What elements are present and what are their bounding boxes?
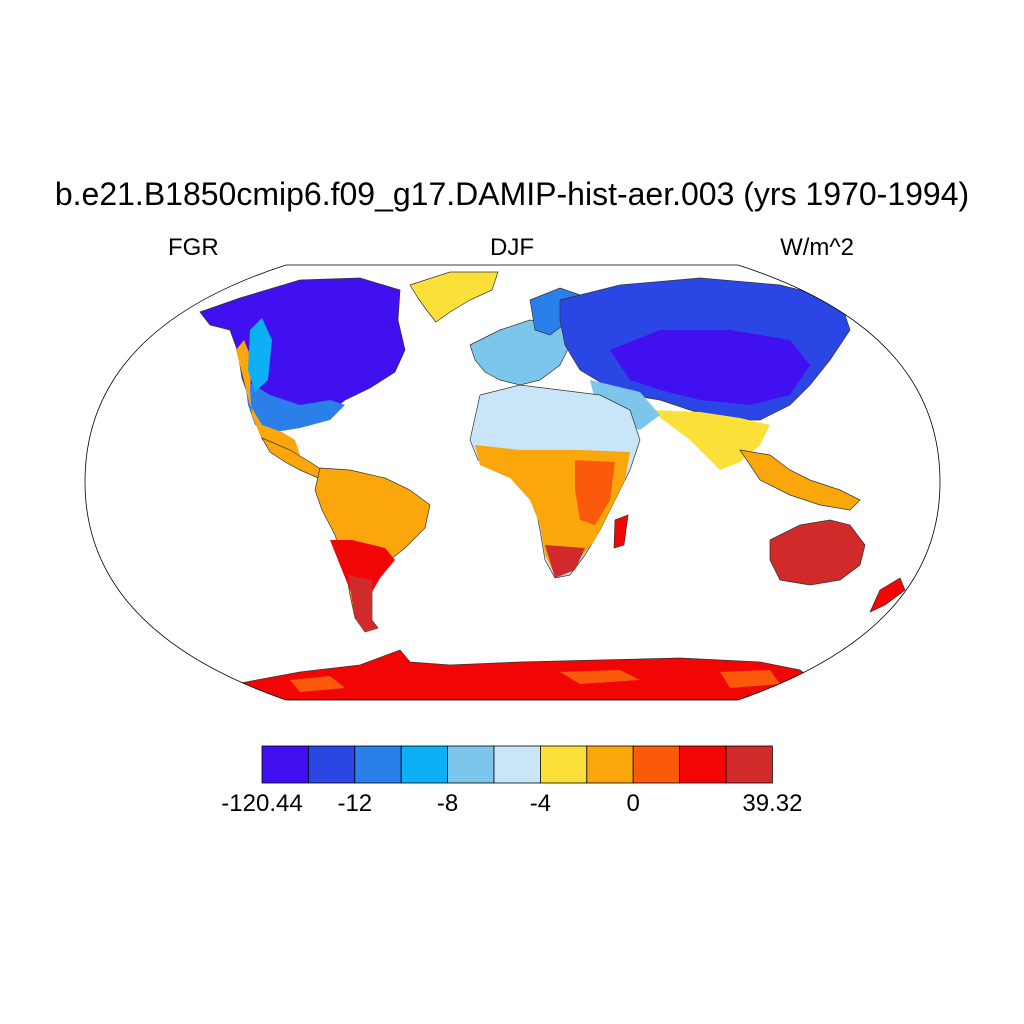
colorbar-swatch bbox=[493, 745, 541, 784]
map-border bbox=[84, 264, 941, 701]
south-america-red bbox=[330, 540, 395, 600]
southeast-asia bbox=[739, 449, 861, 511]
colorbar-swatch bbox=[447, 745, 495, 784]
greenland-region bbox=[409, 271, 499, 323]
season-label: DJF bbox=[490, 234, 534, 261]
colorbar-swatch bbox=[679, 745, 727, 784]
africa-east-red bbox=[575, 460, 615, 525]
colorbar-tick-label: -8 bbox=[436, 790, 459, 817]
colorbar-swatch bbox=[307, 745, 356, 784]
colorbar-swatch bbox=[400, 745, 449, 784]
colorbar-tick-label: -4 bbox=[529, 790, 552, 817]
west-canada-band bbox=[248, 318, 272, 392]
units-label: W/m^2 bbox=[780, 234, 854, 261]
antarctica-patches bbox=[290, 670, 780, 692]
europe-land bbox=[469, 319, 571, 386]
colorbar-swatch bbox=[725, 745, 773, 784]
colorbar-tick-label: 0 bbox=[626, 790, 640, 817]
variable-label: FGR bbox=[168, 234, 219, 261]
south-america-south bbox=[348, 575, 378, 632]
colorbar-swatch bbox=[540, 745, 588, 784]
colorbar-swatch bbox=[632, 745, 681, 784]
colorbar-swatch bbox=[261, 745, 309, 784]
south-asia-band bbox=[650, 410, 770, 470]
map-title: b.e21.B1850cmip6.f09_g17.DAMIP-hist-aer.… bbox=[54, 176, 970, 212]
middle-east-band bbox=[590, 380, 660, 430]
colorbar-tick-label: -12 bbox=[337, 790, 373, 817]
colorbar bbox=[261, 745, 773, 784]
north-america-coast bbox=[236, 340, 300, 455]
colorbar-tick-label: -120.44 bbox=[221, 790, 303, 817]
new-zealand bbox=[869, 577, 906, 613]
madagascar bbox=[613, 514, 629, 549]
colorbar-swatch bbox=[354, 745, 402, 784]
africa-south-red bbox=[545, 545, 585, 578]
colorbar-tick-label: 39.32 bbox=[742, 790, 803, 817]
colorbar-swatch bbox=[586, 745, 634, 784]
australia-land bbox=[769, 519, 866, 586]
siberia-core bbox=[610, 330, 810, 405]
antarctica-land bbox=[219, 649, 821, 700]
north-america-south-band bbox=[245, 380, 345, 432]
